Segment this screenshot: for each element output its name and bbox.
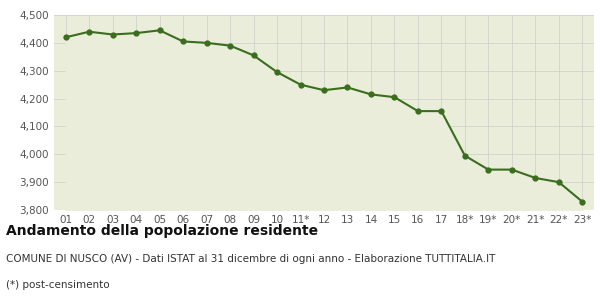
- Text: Andamento della popolazione residente: Andamento della popolazione residente: [6, 224, 318, 238]
- Text: (*) post-censimento: (*) post-censimento: [6, 280, 110, 290]
- Text: COMUNE DI NUSCO (AV) - Dati ISTAT al 31 dicembre di ogni anno - Elaborazione TUT: COMUNE DI NUSCO (AV) - Dati ISTAT al 31 …: [6, 254, 496, 263]
